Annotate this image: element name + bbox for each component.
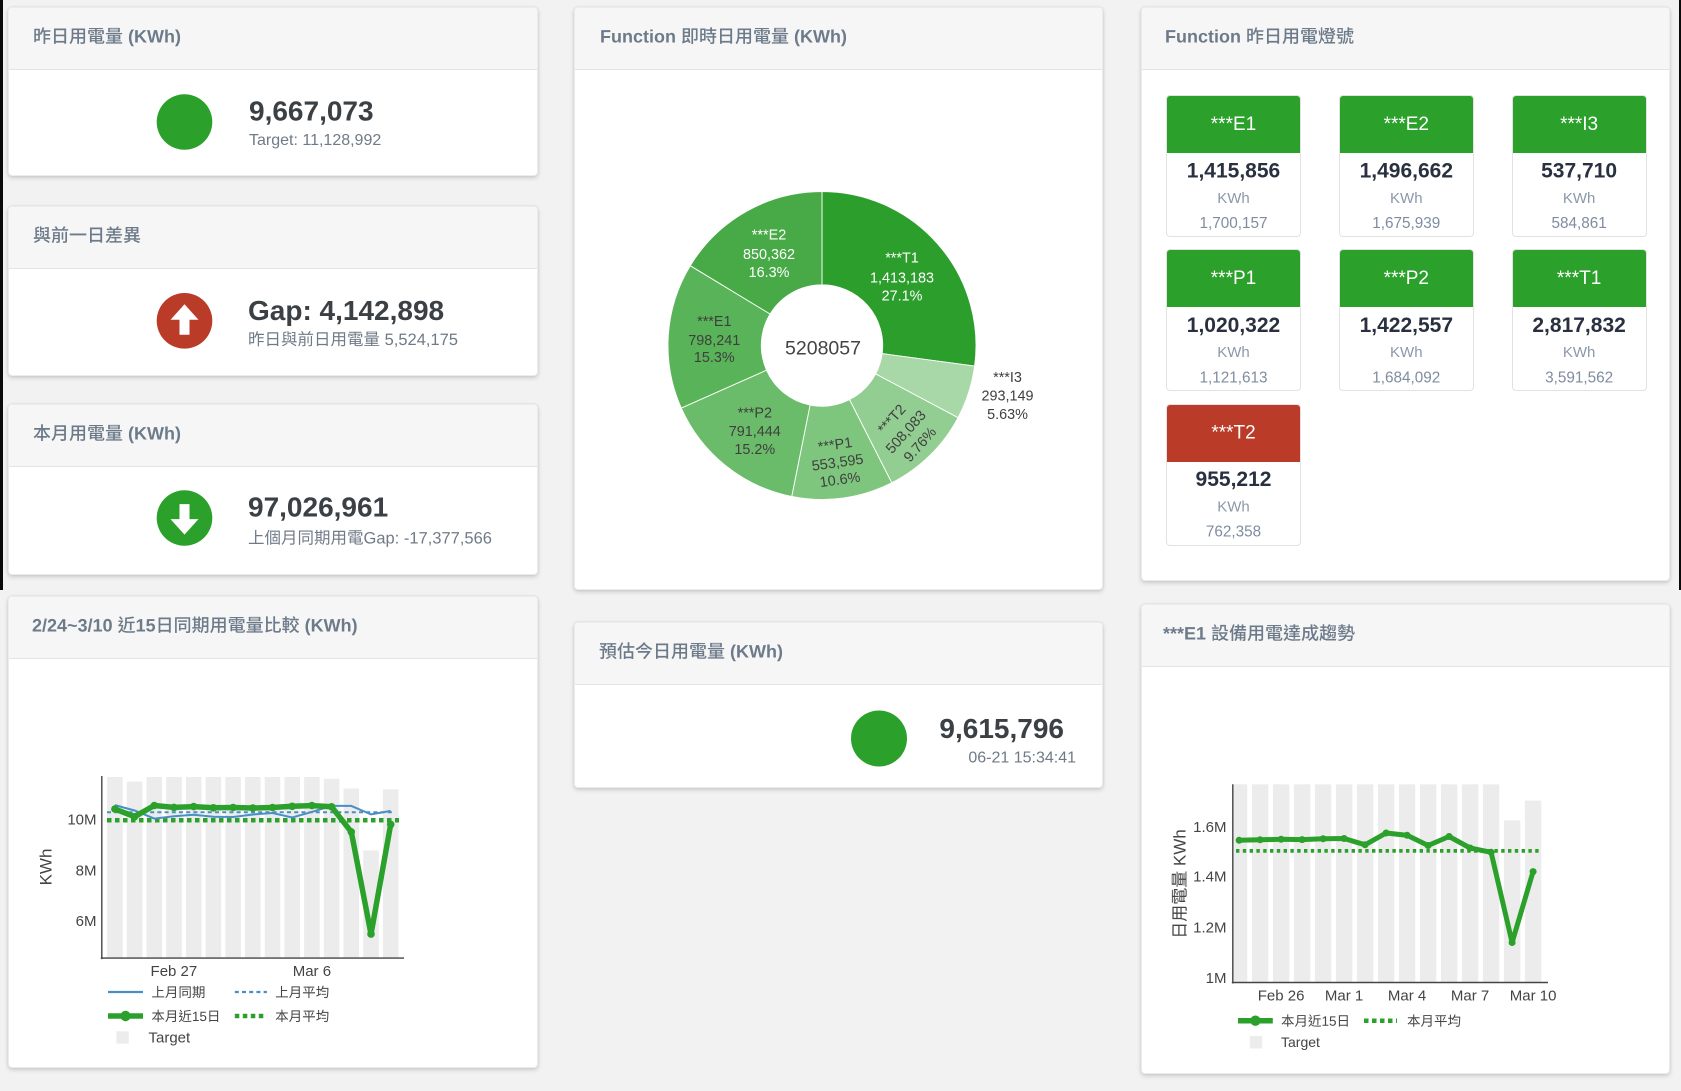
- svg-text:1,121,613: 1,121,613: [1199, 369, 1267, 386]
- svg-text:1,675,939: 1,675,939: [1372, 215, 1440, 232]
- svg-text:***I3: ***I3: [1560, 114, 1598, 135]
- svg-text:***E1: ***E1: [697, 314, 731, 330]
- svg-text:1.4M: 1.4M: [1193, 869, 1226, 886]
- svg-text:3,591,562: 3,591,562: [1545, 369, 1613, 386]
- svg-text:1M: 1M: [1206, 970, 1227, 987]
- svg-text:***E2: ***E2: [752, 228, 786, 244]
- svg-text:1,415,856: 1,415,856: [1187, 160, 1280, 183]
- svg-text:KWh: KWh: [1563, 190, 1596, 207]
- svg-text:15.3%: 15.3%: [694, 350, 735, 366]
- svg-text:553,595: 553,595: [811, 452, 865, 475]
- svg-text:1,496,662: 1,496,662: [1360, 160, 1453, 183]
- svg-text:KWh: KWh: [1390, 344, 1423, 361]
- svg-text:1,700,157: 1,700,157: [1199, 215, 1267, 232]
- svg-text:9,667,073: 9,667,073: [249, 96, 374, 127]
- svg-text:KWh: KWh: [1217, 344, 1250, 361]
- svg-text:293,149: 293,149: [981, 389, 1033, 405]
- svg-text:27.1%: 27.1%: [882, 288, 923, 304]
- svg-text:***T1: ***T1: [1557, 268, 1601, 289]
- svg-text:Target: Target: [1281, 1034, 1320, 1050]
- svg-text:762,358: 762,358: [1206, 524, 1261, 541]
- svg-text:KWh: KWh: [1563, 344, 1596, 361]
- svg-text:***P1: ***P1: [817, 435, 853, 456]
- svg-text:Gap: 4,142,898: Gap: 4,142,898: [248, 295, 444, 326]
- svg-text:Mar 7: Mar 7: [1451, 988, 1489, 1005]
- svg-text:1.2M: 1.2M: [1193, 919, 1226, 936]
- svg-text:798,241: 798,241: [688, 333, 740, 349]
- svg-text:850,362: 850,362: [743, 247, 795, 263]
- svg-text:584,861: 584,861: [1551, 215, 1606, 232]
- svg-text:16.3%: 16.3%: [749, 265, 790, 281]
- svg-text:955,212: 955,212: [1196, 468, 1272, 491]
- svg-text:06-21 15:34:41: 06-21 15:34:41: [968, 750, 1076, 767]
- svg-text:KWh: KWh: [1390, 190, 1423, 207]
- svg-text:6M: 6M: [76, 913, 97, 930]
- svg-text:KWh: KWh: [1217, 498, 1250, 515]
- svg-text:Target: 11,128,992: Target: 11,128,992: [249, 132, 381, 149]
- svg-text:***E1: ***E1: [1211, 114, 1256, 135]
- svg-text:KWh: KWh: [1217, 190, 1250, 207]
- svg-text:***P2: ***P2: [738, 405, 772, 421]
- svg-text:97,026,961: 97,026,961: [248, 492, 388, 523]
- svg-text:KWh: KWh: [37, 849, 56, 886]
- svg-text:15.2%: 15.2%: [734, 442, 775, 458]
- svg-text:Mar 1: Mar 1: [1325, 988, 1363, 1005]
- svg-text:8M: 8M: [76, 862, 97, 879]
- svg-text:1,020,322: 1,020,322: [1187, 314, 1280, 337]
- svg-text:***P1: ***P1: [1211, 268, 1256, 289]
- svg-text:5.63%: 5.63%: [987, 407, 1028, 423]
- svg-text:Mar 4: Mar 4: [1388, 988, 1426, 1005]
- svg-text:Target: Target: [149, 1030, 192, 1047]
- svg-text:2,817,832: 2,817,832: [1532, 314, 1625, 337]
- svg-text:***I3: ***I3: [993, 370, 1022, 386]
- svg-text:Mar 10: Mar 10: [1510, 988, 1557, 1005]
- svg-text:10M: 10M: [67, 811, 96, 828]
- svg-text:***P2: ***P2: [1384, 268, 1429, 289]
- svg-text:537,710: 537,710: [1541, 160, 1617, 183]
- svg-text:10.6%: 10.6%: [819, 470, 862, 492]
- svg-text:5208057: 5208057: [785, 338, 861, 360]
- svg-text:791,444: 791,444: [729, 424, 781, 440]
- svg-text:***T1: ***T1: [885, 251, 919, 267]
- svg-text:Feb 27: Feb 27: [151, 963, 198, 980]
- svg-text:Feb 26: Feb 26: [1258, 988, 1305, 1005]
- svg-text:1,413,183: 1,413,183: [870, 270, 934, 286]
- svg-text:1.6M: 1.6M: [1193, 819, 1226, 836]
- svg-text:Mar 6: Mar 6: [293, 963, 331, 980]
- svg-text:9,615,796: 9,615,796: [939, 713, 1064, 744]
- svg-text:1,684,092: 1,684,092: [1372, 369, 1440, 386]
- svg-text:1,422,557: 1,422,557: [1360, 314, 1453, 337]
- svg-text:***T2: ***T2: [1211, 422, 1255, 443]
- svg-text:***E2: ***E2: [1384, 114, 1429, 135]
